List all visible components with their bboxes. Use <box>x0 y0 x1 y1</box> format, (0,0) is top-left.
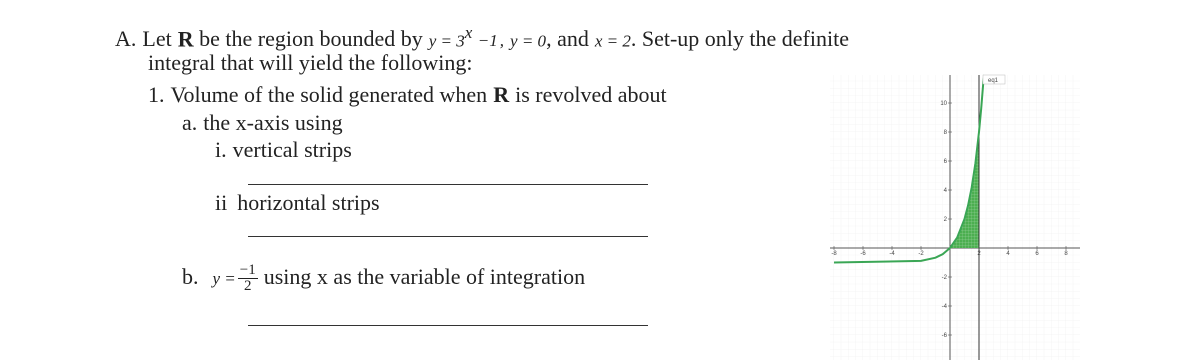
sub-i: i. vertical strips <box>215 137 358 163</box>
part-a: a. the x-axis using <box>182 110 349 136</box>
x-tick-label: -6 <box>860 251 866 257</box>
equation: y = <box>212 269 236 288</box>
comma: , <box>499 31 505 51</box>
y-tick-label: 6 <box>944 159 948 165</box>
exponent: x <box>464 23 473 42</box>
legend-label: eq1 <box>988 78 999 84</box>
answer-blank <box>248 184 648 185</box>
equation: −1 <box>477 31 498 51</box>
region: R <box>177 26 194 52</box>
text: Volume of the solid generated when <box>170 82 488 107</box>
text: be the region bounded by <box>199 26 423 52</box>
text: using x as the variable of integration <box>263 264 586 289</box>
problem-line: A. Let R be the region bounded by y = 3x −1… <box>115 20 855 54</box>
legend <box>982 74 1006 85</box>
shaded-region <box>950 132 979 248</box>
y-tick-label: 2 <box>944 217 948 223</box>
curve <box>833 74 986 264</box>
x-tick-label: -2 <box>918 251 924 257</box>
graph: eq1 -8 -6 -4 -2 2 4 6 8 10 8 6 4 2 -2 -4 -6 <box>830 74 1080 360</box>
numerator: −1 <box>237 262 258 280</box>
x-tick-label: -8 <box>831 251 837 257</box>
x-tick-label: -4 <box>889 251 895 257</box>
region: R <box>493 82 510 107</box>
text: Let <box>142 26 172 52</box>
y-tick-label: 8 <box>944 130 948 136</box>
label: 1. <box>148 82 165 107</box>
text: the x-axis using <box>203 110 343 135</box>
grid <box>830 75 1080 360</box>
label: i. <box>215 137 227 162</box>
text: . Set-up only the definite <box>630 26 849 52</box>
sub-ii: ii horizontal strips <box>215 190 386 216</box>
text: is revolved about <box>515 82 667 107</box>
x-tick-label: 4 <box>1006 251 1010 257</box>
y-tick-label: -6 <box>942 333 948 339</box>
equation: y = 0 <box>510 31 547 51</box>
text: integral that will yield the following: <box>148 50 473 75</box>
x-tick-label: 6 <box>1035 251 1039 257</box>
x-tick-label: 8 <box>1064 251 1068 257</box>
answer-blank <box>248 236 648 237</box>
equation: y = 3 <box>428 31 465 51</box>
text: , and <box>546 26 589 52</box>
denominator: 2 <box>244 278 252 295</box>
label: A. <box>115 26 137 52</box>
label: b. <box>182 264 199 289</box>
y-tick-label: -4 <box>942 304 948 310</box>
label: ii <box>215 190 228 215</box>
y-tick-label: 4 <box>944 188 948 194</box>
y-tick-label: -2 <box>942 275 948 281</box>
label: a. <box>182 110 198 135</box>
x-tick-label: 2 <box>977 251 981 257</box>
text: vertical strips <box>232 137 352 162</box>
fraction: −1 2 <box>237 262 258 295</box>
text: horizontal strips <box>237 190 380 215</box>
answer-blank <box>248 325 648 326</box>
y-tick-label: 10 <box>940 101 947 107</box>
equation: x = 2 <box>594 31 631 51</box>
part-b: b. y = −1 2 using x as the variable of integ… <box>182 257 591 299</box>
